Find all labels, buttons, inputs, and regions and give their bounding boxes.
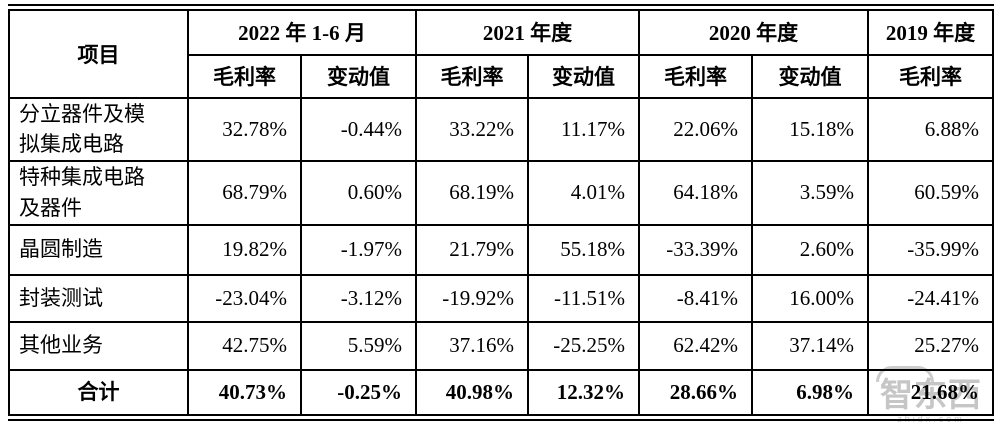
cell-value: 15.18%: [751, 96, 869, 162]
header-item-column: 项目: [8, 6, 189, 99]
cell-value: 60.59%: [867, 159, 994, 226]
row-item-text: 晶圆制造: [19, 237, 103, 262]
row-item-text: 封装测试: [19, 285, 103, 310]
cell-value: 12.32%: [527, 368, 640, 419]
cell-value: 11.17%: [527, 96, 640, 162]
cell-value: 16.00%: [751, 273, 869, 323]
cell-value: 33.22%: [415, 96, 529, 162]
header-period-2021: 2021 年度: [415, 6, 640, 56]
table-row: 特种集成电路及器件 68.79% 0.60% 68.19% 4.01% 64.1…: [8, 159, 994, 226]
cell-value: 64.18%: [638, 159, 753, 226]
cell-value: -8.41%: [638, 273, 753, 323]
header-2022-gross-margin: 毛利率: [187, 53, 302, 99]
gross-margin-table: 项目 2022 年 1-6 月 2021 年度 2020 年度 2019 年度 …: [8, 4, 994, 421]
row-item-text: 其他业务: [19, 333, 103, 358]
cell-value: 28.66%: [638, 368, 753, 419]
row-item-label: 特种集成电路及器件: [8, 159, 189, 226]
table-row: 其他业务 42.75% 5.59% 37.16% -25.25% 62.42% …: [8, 320, 994, 371]
cell-value: 37.16%: [415, 320, 529, 371]
header-period-2022h1: 2022 年 1-6 月: [187, 6, 417, 56]
cell-value: 5.59%: [300, 320, 417, 371]
cell-value: 6.98%: [751, 368, 869, 419]
cell-value: 21.79%: [415, 223, 529, 276]
cell-value: -0.44%: [300, 96, 417, 162]
cell-value: -33.39%: [638, 223, 753, 276]
cell-value: -25.25%: [527, 320, 640, 371]
header-row-periods: 项目 2022 年 1-6 月 2021 年度 2020 年度 2019 年度: [8, 6, 994, 99]
cell-value: 4.01%: [527, 159, 640, 226]
cell-value: 37.14%: [751, 320, 869, 371]
cell-value: -11.51%: [527, 273, 640, 323]
cell-value: 0.60%: [300, 159, 417, 226]
table-row: 晶圆制造 19.82% -1.97% 21.79% 55.18% -33.39%…: [8, 223, 994, 276]
cell-value: -23.04%: [187, 273, 302, 323]
header-2020-change: 变动值: [751, 53, 869, 99]
table-row: 分立器件及模拟集成电路 32.78% -0.44% 33.22% 11.17% …: [8, 96, 994, 162]
cell-value: 32.78%: [187, 96, 302, 162]
row-item-text: 分立器件及模拟集成电路: [19, 101, 145, 156]
row-item-text: 特种集成电路及器件: [19, 165, 145, 220]
cell-value: 22.06%: [638, 96, 753, 162]
cell-value: 68.79%: [187, 159, 302, 226]
header-2019-gross-margin: 毛利率: [867, 53, 994, 99]
table-row-total: 合计 40.73% -0.25% 40.98% 12.32% 28.66% 6.…: [8, 368, 994, 419]
cell-value: -0.25%: [300, 368, 417, 419]
cell-value: 25.27%: [867, 320, 994, 371]
row-item-label: 分立器件及模拟集成电路: [8, 96, 189, 162]
table-row: 封装测试 -23.04% -3.12% -19.92% -11.51% -8.4…: [8, 273, 994, 323]
row-item-label: 封装测试: [8, 273, 189, 323]
cell-value: 40.98%: [415, 368, 529, 419]
header-period-2020: 2020 年度: [638, 6, 869, 56]
header-period-2019: 2019 年度: [867, 6, 994, 56]
cell-value: 2.60%: [751, 223, 869, 276]
row-item-label: 其他业务: [8, 320, 189, 371]
cell-value: 3.59%: [751, 159, 869, 226]
header-row-metrics: 毛利率 变动值 毛利率 变动值 毛利率 变动值 毛利率: [9, 53, 994, 99]
header-2021-change: 变动值: [527, 53, 640, 99]
cell-value: -19.92%: [415, 273, 529, 323]
row-item-label: 晶圆制造: [8, 223, 189, 276]
header-2022-change: 变动值: [300, 53, 417, 99]
cell-value: 21.68%: [867, 368, 994, 419]
cell-value: 40.73%: [187, 368, 302, 419]
cell-value: 42.75%: [187, 320, 302, 371]
cell-value: 62.42%: [638, 320, 753, 371]
cell-value: -35.99%: [867, 223, 994, 276]
cell-value: -24.41%: [867, 273, 994, 323]
cell-value: -1.97%: [300, 223, 417, 276]
cell-value: 6.88%: [867, 96, 994, 162]
cell-value: 55.18%: [527, 223, 640, 276]
cell-value: 19.82%: [187, 223, 302, 276]
header-2021-gross-margin: 毛利率: [415, 53, 529, 99]
cell-value: -3.12%: [300, 273, 417, 323]
header-2020-gross-margin: 毛利率: [638, 53, 753, 99]
row-item-label: 合计: [8, 368, 189, 419]
cell-value: 68.19%: [415, 159, 529, 226]
